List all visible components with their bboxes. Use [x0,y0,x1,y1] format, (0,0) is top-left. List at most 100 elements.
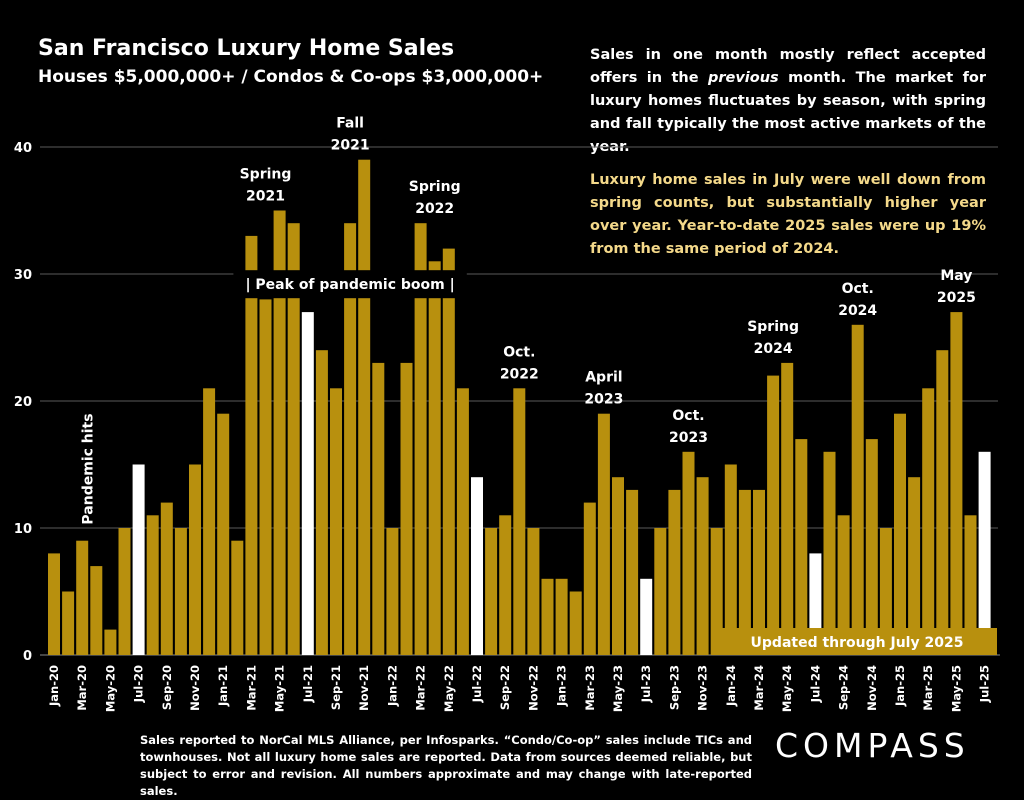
bar-jan-22 [386,528,399,655]
note-seasonality: Sales in one month mostly reflect accept… [590,44,986,159]
annotation-label: Oct. [842,281,874,297]
bar-may-25 [950,312,963,655]
bar-sep-23 [668,489,681,655]
bar-feb-23 [569,591,582,655]
chart-subtitle: Houses $5,000,000+ / Condos & Co-ops $3,… [38,67,544,87]
x-tick-label: Mar-24 [752,665,766,711]
bar-may-23 [612,477,624,655]
x-tick-label: May-24 [780,665,794,712]
x-tick-label: Jul-21 [301,665,315,703]
annotation-label: 2022 [500,366,539,382]
y-tick-label: 30 [14,268,32,283]
peak-label: | Peak of pandemic boom | [245,277,454,293]
bar-apr-20 [90,566,103,655]
x-tick-label: Jul-22 [470,665,484,703]
x-tick-label: Jan-25 [893,665,907,707]
bar-jul-23 [640,578,653,655]
bar-aug-20 [146,515,159,655]
bar-sep-21 [330,388,342,655]
bar-oct-21 [344,223,357,655]
bar-mar-20 [76,540,89,655]
bar-nov-21 [358,159,371,655]
bar-apr-24 [767,375,780,655]
bar-nov-22 [527,528,540,655]
bar-may-21 [273,210,286,655]
x-tick-label: Nov-23 [696,665,710,711]
chart-title: San Francisco Luxury Home Sales [38,36,455,61]
bar-jun-21 [287,223,300,655]
x-tick-label: Jan-20 [47,665,61,707]
x-tick-label: Nov-20 [188,665,202,711]
annotation-label: Spring [240,167,292,183]
annotation-label: Oct. [672,408,704,424]
bar-feb-25 [908,477,921,655]
annotation-label: 2025 [937,290,976,306]
bar-jan-25 [894,413,906,655]
x-tick-label: Sep-21 [329,665,343,710]
x-tick-label: Sep-22 [498,665,512,710]
bar-jul-22 [471,477,483,655]
bar-apr-23 [597,413,610,655]
bar-aug-21 [315,350,328,655]
x-tick-label: Jan-24 [724,665,738,707]
x-tick-label: Mar-20 [75,665,89,711]
x-tick-label: Nov-21 [357,665,371,711]
bar-aug-24 [823,451,836,655]
bar-chart: 0 10 20 30 40 Jan-20 Mar-20 May-20 Jul-20 Sep-20 N… [14,116,1000,712]
annotation-label: 2022 [415,201,454,217]
bar-apr-22 [428,261,441,655]
x-tick-label: Sep-20 [160,665,174,710]
bar-jan-21 [217,413,230,655]
annotation-label: 2023 [584,392,623,408]
annotation-label: 2023 [669,430,708,446]
footer-disclaimer: Sales reported to NorCal MLS Alliance, p… [140,733,752,798]
bar-feb-20 [62,591,75,655]
annotation-label: Spring [747,319,799,335]
bar-mar-23 [583,502,596,655]
bar-jun-25 [964,515,977,655]
annotation-label: May [940,268,972,284]
x-tick-label: Sep-24 [837,665,851,710]
annotation-label: April [585,370,622,386]
bar-mar-22 [414,223,427,655]
annotation-label: 2024 [754,341,793,357]
x-tick-label: Nov-24 [865,665,879,711]
bar-may-24 [781,362,794,655]
updated-label: Updated through July 2025 [751,635,964,651]
annotation-label: 2021 [246,189,285,205]
bar-feb-21 [231,540,244,655]
updated-box [717,628,997,655]
pandemic-label: Pandemic hits [80,413,96,524]
bar-jan-24 [724,464,737,655]
bar-mar-25 [922,388,935,655]
bar-jun-24 [795,439,808,655]
bar-apr-25 [936,350,949,655]
compass-logo: COMPASS [775,726,970,765]
bar-feb-22 [400,362,413,655]
x-tick-label: May-25 [949,665,963,712]
y-tick-label: 0 [23,649,32,664]
y-tick-label: 40 [14,141,32,156]
x-tick-label: Jul-24 [808,665,822,703]
x-tick-label: Jul-23 [639,665,653,703]
y-tick-label: 10 [14,522,32,537]
bar-jan-23 [555,578,568,655]
note-seasonality-em: previous [707,70,779,86]
annotation-label: Oct. [503,344,535,360]
annotation-label: 2021 [331,138,370,154]
x-tick-label: May-22 [442,665,456,712]
bar-jul-21 [301,312,314,655]
annotation-label: 2024 [838,303,877,319]
bar-oct-20 [174,528,187,655]
x-tick-label: Mar-21 [244,665,258,711]
bar-apr-21 [259,299,272,655]
x-tick-label: May-20 [103,665,117,712]
x-tick-label: Mar-25 [921,665,935,711]
bar-may-22 [442,248,455,655]
x-tick-label: May-23 [611,665,625,712]
bar-jun-23 [626,489,639,655]
note-july-summary: Luxury home sales in July were well down… [590,172,986,257]
bar-dec-21 [372,362,385,655]
bar-dec-20 [203,388,216,655]
x-tick-label: Sep-23 [667,665,681,710]
